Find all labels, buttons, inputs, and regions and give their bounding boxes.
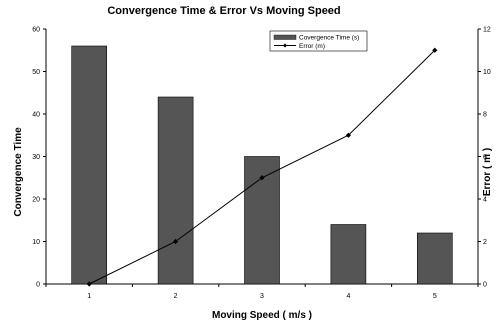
error-point [173,238,179,245]
error-point [86,281,92,287]
y-tick-label: 30 [32,154,40,161]
y-tick-label: 60 [32,27,40,34]
x-tick-label: 5 [433,293,437,300]
x-tick-label: 4 [346,293,350,300]
y2-tick-label: 2 [483,239,487,246]
bar [416,232,453,285]
legend-swatch-bar [273,34,297,40]
y2-axis-label: Error ( m ) [482,148,493,196]
legend-label: Covergence Time (s) [299,35,359,42]
y2-tick-label: 0 [483,282,487,289]
bar [157,96,194,285]
y2-tick-label: 4 [483,197,487,204]
legend: Covergence Time (s)Error (m) [269,30,368,52]
y-tick-label: 50 [32,69,40,76]
x-tick-label: 1 [87,293,91,300]
y-tick-label: 20 [32,197,40,204]
bar [71,45,107,285]
error-point [432,47,438,53]
y2-tick-label: 12 [483,27,491,34]
y2-tick-label: 6 [483,154,487,161]
x-tick-label: 2 [174,293,178,300]
x-tick-label: 3 [260,293,264,300]
y2-tick-label: 10 [483,69,491,76]
y-tick-label: 10 [32,239,40,246]
chart-title: Convergence Time & Error Vs Moving Speed [107,5,340,17]
bar [330,224,367,285]
error-point [259,175,265,181]
y-axis-label: Convergence Time [13,127,24,217]
legend-swatch-marker [283,43,287,48]
y2-tick-label: 8 [483,112,487,119]
error-point [345,132,351,138]
y-tick-label: 40 [32,112,40,119]
legend-label: Error (m) [299,43,325,50]
y-tick-label: 0 [36,282,40,289]
x-axis-label: Moving Speed ( m/s ) [212,310,312,321]
